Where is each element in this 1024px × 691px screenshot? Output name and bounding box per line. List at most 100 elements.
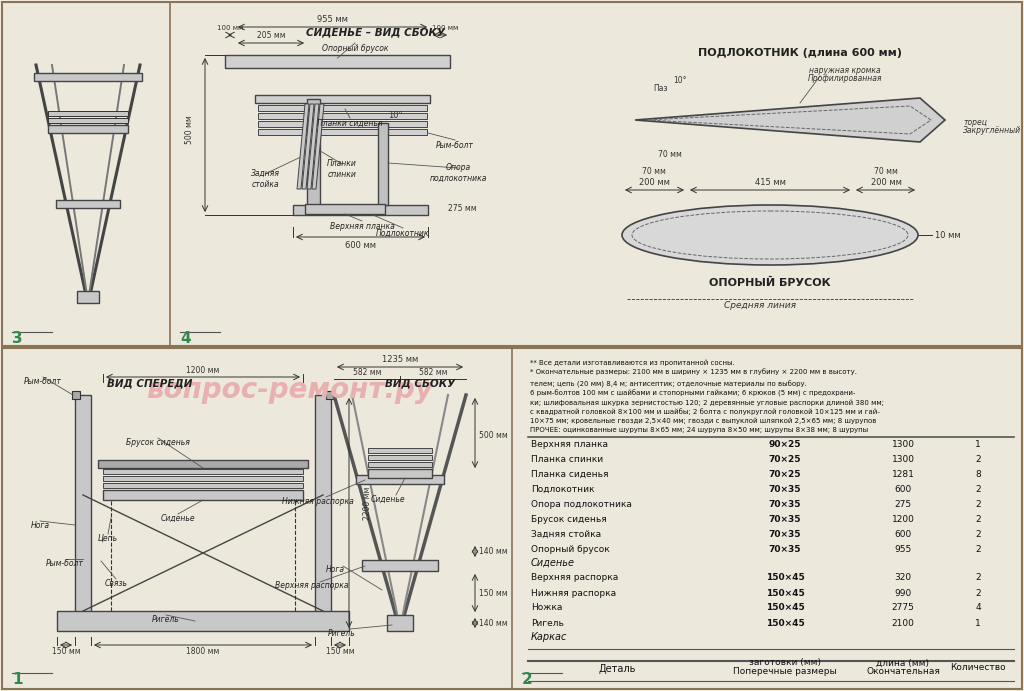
Text: 600 мм: 600 мм (345, 240, 376, 249)
Text: Опора
подлокотника: Опора подлокотника (429, 163, 486, 182)
Text: вопрос-ремонт.ру: вопрос-ремонт.ру (146, 376, 433, 404)
Bar (103, 483, 303, 488)
Text: Опорный брусок: Опорный брусок (531, 545, 609, 554)
Bar (258, 113, 427, 119)
Text: Подлокотник: Подлокотник (376, 229, 430, 238)
Bar (368, 448, 432, 453)
Bar (326, 391, 334, 399)
Text: 150 мм: 150 мм (478, 589, 507, 598)
Text: 1281: 1281 (892, 470, 914, 479)
Text: Ригель: Ригель (153, 614, 180, 623)
Text: ПОДЛОКОТНИК (длина 600 мм): ПОДЛОКОТНИК (длина 600 мм) (698, 48, 902, 58)
Text: Брусок сиденья: Брусок сиденья (126, 437, 189, 446)
Text: Брусок сиденья: Брусок сиденья (531, 515, 607, 524)
Text: Верхняя планка: Верхняя планка (531, 440, 608, 449)
Text: 150×45: 150×45 (766, 618, 805, 627)
Polygon shape (297, 104, 309, 189)
Text: Связь: Связь (104, 578, 128, 587)
Text: ВИД СПЕРЕДИ: ВИД СПЕРЕДИ (108, 378, 193, 388)
Text: ки; шлифовальная шкурка зернистостью 120; 2 деревянные угловые распорки длиной 3: ки; шлифовальная шкурка зернистостью 120… (530, 399, 884, 406)
Text: Верхняя распорка: Верхняя распорка (275, 582, 349, 591)
Bar (293, 205, 428, 215)
Text: Окончательная: Окончательная (866, 667, 940, 676)
Bar (362, 560, 438, 571)
Bar (356, 475, 444, 484)
Text: 4: 4 (975, 603, 981, 612)
Text: Планки
спинки: Планки спинки (327, 160, 357, 179)
Text: 275: 275 (894, 500, 911, 509)
Text: 2: 2 (975, 589, 981, 598)
Text: Профилированная: Профилированная (808, 73, 883, 82)
Text: 600: 600 (894, 530, 911, 539)
Bar (98, 460, 308, 468)
Text: Ножка: Ножка (531, 603, 562, 612)
Bar (34, 73, 142, 81)
Bar (103, 490, 303, 500)
Text: 205 мм: 205 мм (257, 30, 286, 39)
Text: с квадратной головкой 8×100 мм и шайбы; 2 болта с полукруглой головкой 10×125 мм: с квадратной головкой 8×100 мм и шайбы; … (530, 408, 880, 415)
Text: 100 мм: 100 мм (217, 25, 243, 31)
Text: 500 мм: 500 мм (478, 430, 507, 439)
Text: 2: 2 (522, 672, 532, 686)
Text: 8: 8 (975, 470, 981, 479)
Text: 320: 320 (894, 574, 911, 583)
Bar (387, 615, 413, 631)
Text: Деталь: Деталь (598, 664, 636, 674)
Text: 70×35: 70×35 (769, 500, 801, 509)
Text: 582 мм: 582 мм (419, 368, 447, 377)
Text: ПРОЧЕЕ: оцинкованные шурупы 8×65 мм; 24 шурупа 8×50 мм; шурупы 8×38 мм; 8 шурупы: ПРОЧЕЕ: оцинкованные шурупы 8×65 мм; 24 … (530, 426, 868, 433)
Text: ВИД СБОКУ: ВИД СБОКУ (385, 378, 455, 388)
Text: ОПОРНЫЙ БРУСОК: ОПОРНЫЙ БРУСОК (710, 278, 830, 288)
Text: Закруглённый: Закруглённый (963, 126, 1021, 135)
Text: Сиденье: Сиденье (371, 495, 406, 504)
Polygon shape (312, 104, 324, 189)
Text: Планка сиденья: Планка сиденья (531, 470, 608, 479)
Text: 10°: 10° (388, 111, 402, 120)
Text: 1: 1 (12, 672, 23, 686)
Text: 70 мм: 70 мм (658, 149, 682, 158)
Text: 1300: 1300 (892, 440, 914, 449)
Bar (2, 2, 1022, 346)
Text: 2200 мм: 2200 мм (362, 486, 372, 520)
Bar (48, 111, 128, 116)
Text: 70×25: 70×25 (769, 455, 801, 464)
Text: 150 мм: 150 мм (51, 647, 80, 656)
Text: 10 мм: 10 мм (935, 231, 961, 240)
Text: Нога: Нога (31, 520, 49, 529)
Text: Средняя линия: Средняя линия (724, 301, 796, 310)
Polygon shape (302, 104, 314, 189)
Text: Цепь: Цепь (98, 533, 118, 542)
Bar (72, 391, 80, 399)
Text: 200 мм: 200 мм (639, 178, 670, 187)
Text: 2: 2 (975, 530, 981, 539)
Text: 2: 2 (975, 485, 981, 494)
Bar (368, 455, 432, 460)
Text: торец: торец (963, 117, 987, 126)
Text: Подлокотник: Подлокотник (531, 485, 595, 494)
Bar (368, 462, 432, 467)
Bar (378, 123, 388, 205)
Text: ** Все детали изготавливаются из пропитанной сосны.: ** Все детали изготавливаются из пропита… (530, 359, 735, 366)
Bar (258, 121, 427, 127)
Text: 1200: 1200 (892, 515, 914, 524)
Bar (56, 200, 120, 208)
Text: Рым-болт: Рым-болт (24, 377, 61, 386)
Text: Нога: Нога (326, 565, 344, 574)
Text: 70×25: 70×25 (769, 470, 801, 479)
Text: Опорный брусок: Опорный брусок (322, 44, 388, 53)
Bar (305, 204, 385, 214)
Text: Планки сиденья: Планки сиденья (317, 118, 383, 128)
Bar (258, 105, 427, 111)
Text: 10×75 мм; кровельные гвозди 2,5×40 мм; гвозди с выпуклой шляпкой 2,5×65 мм; 8 шу: 10×75 мм; кровельные гвозди 2,5×40 мм; г… (530, 417, 877, 424)
Text: 1: 1 (975, 618, 981, 627)
Text: заготовки (мм): заготовки (мм) (749, 659, 821, 668)
Text: 150×45: 150×45 (766, 589, 805, 598)
Text: 955: 955 (894, 545, 911, 554)
Text: телем; цепь (20 мм) 8,4 м; антисептик; отделочные материалы по выбору.: телем; цепь (20 мм) 8,4 м; антисептик; о… (530, 381, 807, 388)
Text: длина (мм): длина (мм) (877, 659, 930, 668)
Text: Задняя стойка: Задняя стойка (531, 530, 601, 539)
Text: Задняя
стойка: Задняя стойка (251, 169, 280, 189)
Text: 150 мм: 150 мм (326, 647, 354, 656)
Text: Сиденье: Сиденье (161, 513, 196, 522)
Text: 70 мм: 70 мм (874, 167, 898, 176)
